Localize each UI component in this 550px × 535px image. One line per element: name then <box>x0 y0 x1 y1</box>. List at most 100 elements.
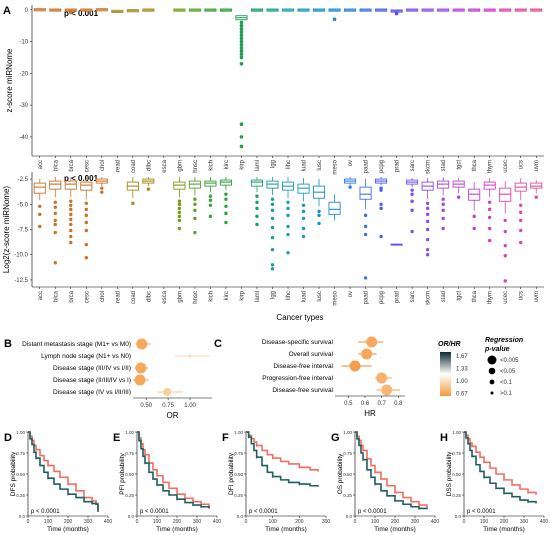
bottom-outlier-laml <box>255 206 259 211</box>
bottom-outlier-blca <box>53 205 57 210</box>
km-y-axis-label: DFI probability <box>228 452 235 495</box>
bottom-outlier-coad <box>131 201 135 205</box>
bottom-outlier-luad <box>301 216 306 221</box>
top-x-tick-label-hnsc: hnsc <box>193 160 199 173</box>
bottom-outlier-uvm <box>534 195 538 199</box>
bottom-outlier-skcm <box>425 201 430 205</box>
km-x-tick-label: 200 <box>295 519 304 525</box>
C-row-label: Progression-free interval <box>262 375 333 382</box>
C-estimate <box>361 348 373 360</box>
bottom-outlier-ucs <box>519 203 523 207</box>
panel-label-e: E <box>113 432 120 444</box>
km-y-tick-label: 0.50 <box>343 472 352 477</box>
top-x-tick-label-pcpg: pcpg <box>379 160 385 173</box>
bottom-outlier-lusc <box>317 213 321 218</box>
km-x-tick-label: 400 <box>104 519 113 525</box>
bottom-outlier-stad <box>441 197 445 201</box>
bottom-outlier-stad <box>441 208 445 213</box>
bottom-outlier-chol <box>100 190 104 194</box>
size-legend-title-1: Regression <box>485 337 523 344</box>
bottom-x-tick-label-uvm: uvm <box>534 291 540 302</box>
bottom-outlier-stad <box>441 216 445 221</box>
km-x-tick-label: 0 <box>136 519 139 525</box>
bottom-outlier-brca <box>69 203 73 207</box>
bottom-outlier-tgct <box>456 195 461 199</box>
km-x-tick-label: 300 <box>520 519 529 525</box>
B-estimate <box>163 388 172 396</box>
bottom-box-brca <box>64 180 77 190</box>
top-x-tick-label-ov: ov <box>348 160 354 166</box>
km-p-value: p < 0.0001 <box>140 509 169 515</box>
bottom-outlier-kirc <box>224 192 228 196</box>
top-x-tick-label-kich: kich <box>208 160 214 171</box>
panel-label-a: A <box>3 5 11 17</box>
bottom-x-tick-label-esca: esca <box>162 290 168 303</box>
bottom-outlier-kirc <box>224 211 228 216</box>
bottom-outlier-lgg <box>270 202 275 206</box>
bottom-outlier-lusc <box>317 221 321 226</box>
bottom-x-tick-label-luad: luad <box>302 291 308 302</box>
bottom-y-tick-label: -7.5 <box>18 228 29 234</box>
bottom-x-tick-label-stad: stad <box>441 291 447 302</box>
km-x-tick-label: 200 <box>500 519 509 525</box>
size-legend-label: <0.1 <box>500 380 513 386</box>
km-y-tick-label: 0.50 <box>125 472 134 477</box>
top-outlier-kirp <box>239 49 244 53</box>
km-x-tick-label: 0 <box>463 519 466 525</box>
km-y-tick-label: 0.25 <box>125 493 134 498</box>
top-x-tick-label-paad: paad <box>364 160 370 173</box>
bottom-y-tick-label: -2.5 <box>18 177 29 183</box>
top-outlier-kirp <box>239 135 244 139</box>
bottom-outlier-kirc <box>224 197 228 201</box>
bottom-x-tick-label-gbm: gbm <box>177 291 183 303</box>
bottom-outlier-paad <box>363 224 368 229</box>
bottom-outlier-cesc <box>84 207 89 212</box>
km-curve-low <box>28 431 99 512</box>
bottom-outlier-gbm <box>177 206 182 211</box>
C-estimate <box>376 372 388 384</box>
bottom-y-tick-label: -5.0 <box>18 202 29 208</box>
km-y-tick-label: 1.00 <box>234 430 243 435</box>
km-x-tick-label: 400 <box>213 519 222 525</box>
bottom-outlier-kich <box>208 194 213 198</box>
bottom-x-tick-label-thca: thca <box>472 290 478 302</box>
bottom-box-meso <box>328 201 341 215</box>
B-row-label: Disease stage (IV vs I/II/III) <box>53 389 131 396</box>
top-outlier-kirp <box>239 144 244 149</box>
bottom-outlier-sarc <box>410 199 414 203</box>
top-y-tick-label: 0 <box>25 8 29 14</box>
bottom-outlier-acc <box>38 212 42 217</box>
bottom-x-tick-label-lusc: lusc <box>317 291 323 302</box>
bottom-x-tick-label-blca: blca <box>53 290 59 302</box>
bottom-x-tick-label-ov: ov <box>348 291 354 297</box>
B-row-label: Disease stage (III/IV vs I/II) <box>53 365 131 372</box>
km-y-tick-label: 0.75 <box>16 451 25 456</box>
bottom-outlier-luad <box>301 234 306 239</box>
top-x-tick-label-lihc: lihc <box>286 160 292 169</box>
size-legend-title-2: p-value <box>484 346 510 353</box>
bottom-outlier-pcpg <box>379 234 383 239</box>
bottom-outlier-pcpg <box>379 188 383 192</box>
bottom-outlier-gbm <box>177 199 182 203</box>
top-x-tick-label-meso: meso <box>333 159 339 174</box>
top-outlier-kirp <box>239 20 244 25</box>
top-x-tick-label-dlbc: dlbc <box>146 160 152 171</box>
top-x-tick-label-skcm: skcm <box>426 160 432 174</box>
bottom-outlier-thym <box>487 215 492 220</box>
bottom-outlier-gbm <box>177 210 182 215</box>
top-x-tick-label-laml: laml <box>255 160 261 171</box>
size-legend-label: <0.005 <box>500 358 519 364</box>
bottom-x-tick-label-laml: laml <box>255 291 261 302</box>
km-y-tick-label: 0.75 <box>343 451 352 456</box>
bottom-outlier-brca <box>69 207 73 212</box>
bottom-outlier-sarc <box>410 188 414 192</box>
bottom-outlier-luad <box>301 226 306 231</box>
km-x-axis-label: Time (months) <box>156 526 198 533</box>
bottom-outlier-gbm <box>177 218 182 223</box>
bottom-outlier-ucs <box>519 210 523 215</box>
km-y-axis-label: DFS probability <box>10 451 17 496</box>
bottom-outlier-lihc <box>286 232 290 237</box>
size-legend-dot <box>488 367 496 375</box>
size-legend-dot <box>490 391 494 395</box>
km-p-value: p < 0.0001 <box>31 509 60 515</box>
